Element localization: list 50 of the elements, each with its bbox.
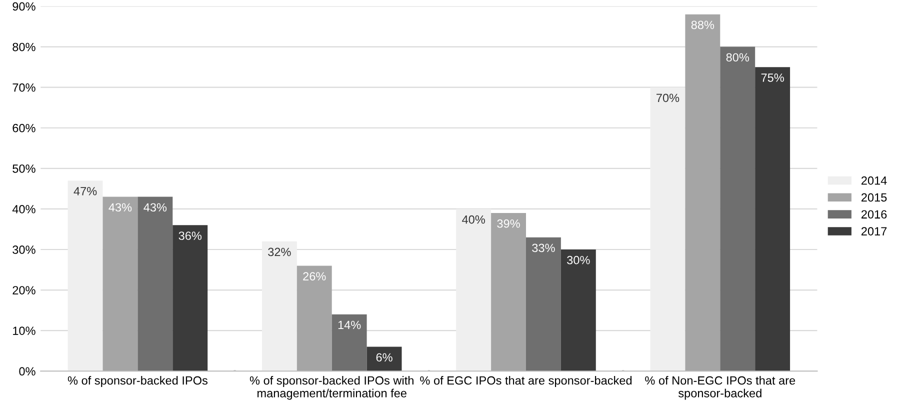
y-tick-label: 0% bbox=[19, 367, 36, 376]
data-label: 80% bbox=[726, 53, 750, 62]
y-tick-label: 60% bbox=[12, 124, 36, 132]
data-label: 32% bbox=[268, 248, 291, 256]
y-tick-label: 80% bbox=[12, 42, 36, 52]
data-label: 43% bbox=[144, 203, 167, 212]
bar bbox=[650, 87, 686, 372]
bar bbox=[172, 225, 208, 372]
bar bbox=[296, 266, 332, 372]
bar bbox=[755, 67, 790, 372]
data-label: 36% bbox=[178, 232, 202, 240]
data-label: 75% bbox=[761, 74, 784, 82]
y-tick-label: 10% bbox=[13, 326, 36, 335]
x-tick-label: % of sponsor-backed IPOs bbox=[68, 376, 208, 387]
data-label: 88% bbox=[691, 20, 714, 30]
bar bbox=[102, 196, 138, 372]
y-tick-label: 50% bbox=[12, 164, 36, 173]
y-tick-label: 70% bbox=[12, 83, 36, 92]
y-tick-label: 20% bbox=[12, 286, 36, 294]
bar bbox=[560, 250, 596, 372]
bar bbox=[262, 241, 297, 372]
bar bbox=[456, 208, 492, 372]
data-label: 40% bbox=[462, 215, 485, 224]
bar bbox=[720, 46, 756, 372]
data-label: 70% bbox=[656, 94, 680, 102]
data-label: 6% bbox=[376, 353, 392, 362]
bar bbox=[332, 314, 367, 372]
data-label: 43% bbox=[108, 203, 132, 212]
data-label: 33% bbox=[532, 244, 555, 252]
bar bbox=[138, 196, 173, 372]
y-tick-label: 40% bbox=[12, 204, 36, 214]
legend-label: 2014 bbox=[861, 176, 887, 185]
x-tick-label: % of EGC IPOs that are sponsor-backed bbox=[420, 376, 632, 387]
bar bbox=[685, 14, 720, 372]
data-label: 39% bbox=[497, 219, 520, 228]
data-label: 47% bbox=[74, 187, 97, 196]
bar bbox=[491, 213, 526, 372]
legend-label: 2016 bbox=[861, 210, 887, 219]
bar bbox=[68, 180, 103, 372]
bar bbox=[366, 346, 402, 372]
data-label: 14% bbox=[338, 320, 361, 330]
data-label: 26% bbox=[303, 272, 326, 280]
y-tick-label: 90% bbox=[12, 2, 36, 11]
bar bbox=[526, 237, 561, 372]
x-tick-label: % of Non-EGC IPOs that are sponsor-backed bbox=[645, 376, 796, 400]
legend-label: 2017 bbox=[861, 227, 887, 236]
x-tick-label: % of sponsor-backed IPOs with management/termination fee bbox=[250, 376, 414, 400]
y-tick-label: 30% bbox=[12, 246, 36, 254]
legend-label: 2015 bbox=[861, 193, 887, 202]
data-label: 30% bbox=[567, 256, 590, 264]
